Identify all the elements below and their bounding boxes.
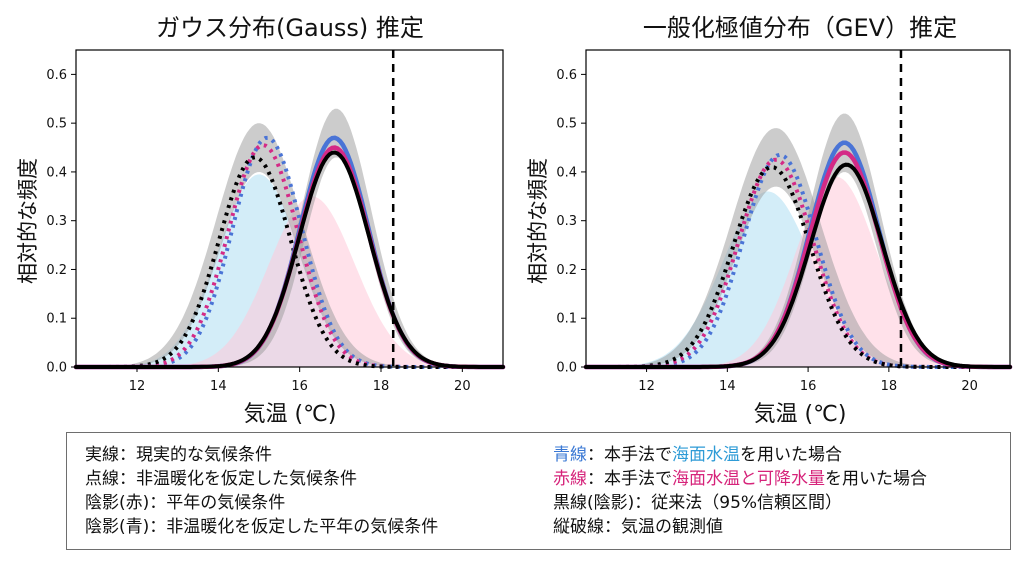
x-tick-label: 20	[961, 379, 978, 394]
chart-title: 一般化極値分布（GEV）推定	[643, 14, 957, 42]
chart-title: ガウス分布(Gauss) 推定	[156, 14, 424, 42]
legend-item-black-line: 黒線(陰影)：従来法（95%信頼区間）	[553, 492, 842, 514]
legend: 実線：現実的な気候条件 点線：非温暖化を仮定した気候条件 陰影(赤)：平年の気候…	[66, 432, 1011, 550]
legend-highlight: 海面水温	[672, 445, 740, 465]
legend-sep: ：	[149, 493, 167, 513]
y-tick-label: 0.0	[556, 361, 577, 376]
y-tick-label: 0.2	[46, 263, 67, 278]
plot-frame	[585, 49, 1011, 368]
plot-frame	[75, 49, 504, 368]
legend-key: 縦破線	[553, 517, 604, 537]
y-tick-label: 0.1	[556, 312, 577, 327]
x-tick-label: 14	[719, 379, 736, 394]
legend-text: 平年の気候条件	[166, 493, 286, 513]
x-tick-label: 18	[881, 379, 898, 394]
legend-item-shade-blue: 陰影(青)：非温暖化を仮定した平年の気候条件	[85, 516, 438, 538]
legend-sep: ：	[587, 445, 604, 465]
panel-gev: 一般化極値分布（GEV）推定 12 14 16 18 20 0.0 0.1 0.2 0.3 0.4…	[526, 14, 1013, 427]
y-tick-label: 0.4	[46, 165, 67, 180]
x-tick-label: 16	[291, 379, 308, 394]
legend-text: 本手法で	[604, 469, 672, 489]
legend-key: 陰影(赤)	[85, 493, 150, 513]
y-axis-label: 相対的な頻度	[526, 158, 550, 284]
y-tick-label: 0.4	[556, 165, 577, 180]
legend-key: 赤線	[553, 469, 587, 489]
y-tick-label: 0.6	[46, 68, 67, 83]
x-tick-label: 16	[800, 379, 817, 394]
x-tick-label: 12	[129, 379, 146, 394]
y-tick-label: 0.3	[556, 214, 577, 229]
legend-key: 青線	[553, 445, 587, 465]
y-tick-label: 0.0	[46, 361, 67, 376]
x-tick-label: 20	[454, 379, 471, 394]
x-tick-label: 18	[373, 379, 390, 394]
legend-item-dotted: 点線：非温暖化を仮定した気候条件	[85, 468, 357, 490]
ci-band-solid	[586, 113, 1010, 367]
legend-item-shade-red: 陰影(赤)：平年の気候条件	[85, 492, 285, 514]
x-tick-label: 14	[210, 379, 227, 394]
y-tick-label: 0.1	[46, 312, 67, 327]
legend-item-blue-line: 青線：本手法で海面水温を用いた場合	[553, 444, 842, 466]
x-axis-label: 気温 (℃)	[244, 402, 337, 427]
legend-item-dashed: 縦破線：気温の観測値	[553, 516, 723, 538]
legend-text: 非温暖化を仮定した気候条件	[136, 469, 357, 489]
legend-sep: ：	[149, 517, 167, 537]
y-tick-label: 0.6	[556, 68, 577, 83]
legend-text: を用いた場合	[825, 469, 927, 489]
x-axis-label: 気温 (℃)	[754, 402, 847, 427]
legend-sep: ：	[587, 469, 604, 489]
x-tick-label: 12	[638, 379, 655, 394]
legend-key: 陰影(青)	[85, 517, 150, 537]
panel-gauss: ガウス分布(Gauss) 推定 12 14 16 18 20 0.0 0.1 0.2 0.3 0.…	[16, 14, 506, 427]
y-tick-label: 0.2	[556, 263, 577, 278]
legend-text: 本手法で	[604, 445, 672, 465]
legend-sep: ：	[119, 445, 136, 465]
y-tick-label: 0.3	[46, 214, 67, 229]
legend-sep: ：	[634, 493, 652, 513]
legend-text: 気温の観測値	[621, 517, 723, 537]
plot-area	[583, 50, 1013, 370]
plot-area	[73, 50, 506, 370]
legend-highlight: 海面水温と可降水量	[672, 469, 825, 489]
legend-text: 非温暖化を仮定した平年の気候条件	[166, 517, 439, 537]
legend-text: 現実的な気候条件	[136, 445, 272, 465]
axes: 12 14 16 18 20 0.0 0.1 0.2 0.3 0.4 0.5 0.6	[556, 49, 1011, 394]
legend-item-red-line: 赤線：本手法で海面水温と可降水量を用いた場合	[553, 468, 927, 490]
legend-item-solid: 実線：現実的な気候条件	[85, 444, 272, 466]
legend-sep: ：	[604, 517, 621, 537]
y-tick-label: 0.5	[46, 117, 67, 132]
legend-sep: ：	[119, 469, 136, 489]
legend-key: 実線	[85, 445, 119, 465]
legend-text: を用いた場合	[740, 445, 842, 465]
ci-band-dotted	[586, 128, 1010, 367]
y-tick-label: 0.5	[556, 117, 577, 132]
y-axis-label: 相対的な頻度	[16, 158, 40, 284]
legend-key: 黒線(陰影)	[553, 493, 635, 513]
legend-key: 点線	[85, 469, 119, 489]
axes: 12 14 16 18 20 0.0 0.1 0.2 0.3 0.4 0.5 0.6	[46, 49, 504, 394]
legend-text: 従来法（95%信頼区間）	[651, 493, 843, 513]
